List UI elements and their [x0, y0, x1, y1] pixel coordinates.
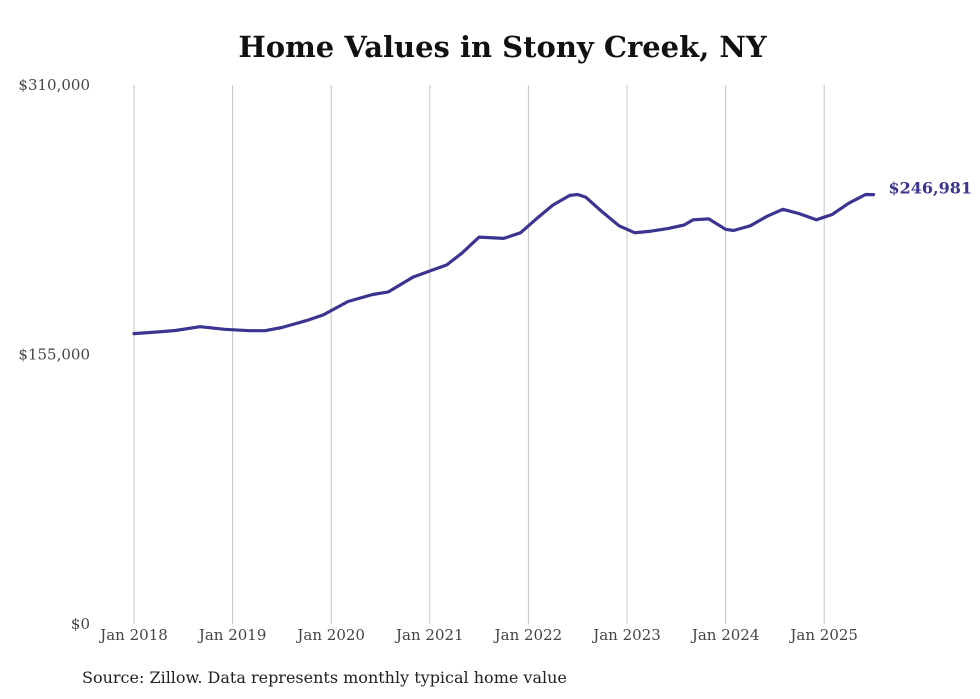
x-tick-label: Jan 2020 [295, 626, 365, 644]
x-tick-label: Jan 2025 [788, 626, 858, 644]
source-note: Source: Zillow. Data represents monthly … [82, 668, 567, 687]
y-tick-label: $0 [71, 615, 90, 633]
x-tick-label: Jan 2022 [493, 626, 563, 644]
x-tick-label: Jan 2023 [591, 626, 661, 644]
gridlines [133, 85, 825, 624]
y-axis-ticks: $0 $155,000 $310,000 [18, 76, 90, 633]
chart-title: Home Values in Stony Creek, NY [238, 30, 767, 64]
y-tick-label: $310,000 [18, 76, 90, 94]
x-tick-label: Jan 2021 [394, 626, 464, 644]
x-axis-ticks: Jan 2018 Jan 2019 Jan 2020 Jan 2021 Jan 2022… [98, 626, 858, 644]
series-line [132, 192, 876, 336]
x-tick-label: Jan 2024 [690, 626, 760, 644]
x-tick-label: Jan 2019 [197, 626, 267, 644]
y-tick-label: $155,000 [18, 346, 90, 364]
end-value-label: $246,981 [889, 179, 973, 198]
x-tick-label: Jan 2018 [98, 626, 168, 644]
